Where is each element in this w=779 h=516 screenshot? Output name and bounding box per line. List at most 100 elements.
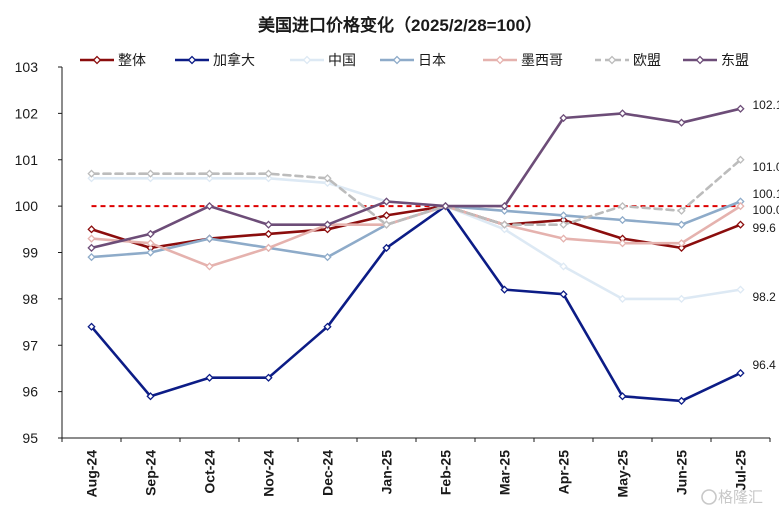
end-label-2: 98.2 bbox=[753, 290, 777, 304]
data-point-marker bbox=[264, 174, 273, 183]
data-point-marker bbox=[87, 169, 96, 178]
data-point-marker bbox=[559, 234, 568, 243]
data-point-marker bbox=[264, 243, 273, 252]
data-point-marker bbox=[323, 322, 332, 331]
legend-swatch-marker bbox=[187, 55, 197, 65]
data-point-marker bbox=[559, 262, 568, 271]
data-point-marker bbox=[677, 294, 686, 303]
data-point-marker bbox=[677, 239, 686, 248]
data-point-marker bbox=[618, 215, 627, 225]
watermark-logo-icon bbox=[701, 489, 717, 505]
data-point-marker bbox=[382, 243, 391, 252]
x-tick-label: Apr-25 bbox=[556, 450, 572, 495]
data-point-marker bbox=[323, 225, 332, 234]
watermark-text: 格隆汇 bbox=[718, 489, 763, 506]
data-point-marker bbox=[677, 118, 686, 127]
data-point-marker bbox=[382, 197, 391, 206]
end-label-6: 102.1 bbox=[753, 98, 779, 112]
data-point-marker bbox=[677, 243, 686, 252]
legend-item-4: 墨西哥 bbox=[483, 52, 563, 68]
end-label-0: 99.6 bbox=[753, 221, 777, 235]
legend-item-2: 中国 bbox=[290, 52, 356, 68]
data-point-marker bbox=[205, 169, 214, 178]
data-point-marker bbox=[205, 234, 214, 243]
y-tick-label: 100 bbox=[15, 198, 39, 214]
y-tick-label: 103 bbox=[15, 59, 39, 75]
x-tick-label: Dec-24 bbox=[320, 450, 336, 496]
data-point-marker bbox=[146, 229, 155, 239]
data-point-marker bbox=[500, 220, 509, 229]
legend-item-0: 整体 bbox=[80, 52, 146, 68]
legend-label: 东盟 bbox=[721, 52, 749, 68]
legend-item-5: 欧盟 bbox=[595, 52, 661, 68]
data-point-marker bbox=[264, 229, 273, 239]
data-point-marker bbox=[736, 104, 745, 113]
data-point-marker bbox=[677, 396, 686, 406]
data-point-marker bbox=[323, 253, 332, 262]
legend-item-6: 东盟 bbox=[683, 52, 749, 68]
data-point-marker bbox=[736, 368, 745, 378]
x-tick-label: Oct-24 bbox=[202, 450, 218, 494]
data-point-marker bbox=[87, 253, 96, 262]
x-tick-label: Jun-25 bbox=[674, 450, 690, 495]
data-point-marker bbox=[441, 202, 450, 211]
data-point-marker bbox=[559, 290, 568, 299]
data-point-marker bbox=[264, 220, 273, 229]
data-point-marker bbox=[264, 373, 273, 382]
data-point-marker bbox=[559, 113, 568, 123]
data-point-marker bbox=[323, 174, 332, 183]
y-tick-label: 102 bbox=[15, 105, 39, 121]
y-tick-label: 97 bbox=[22, 337, 38, 353]
data-point-marker bbox=[500, 225, 509, 234]
series-line bbox=[90, 177, 742, 301]
chart-title: 美国进口价格变化（2025/2/28=100） bbox=[258, 15, 542, 35]
legend-swatch-marker bbox=[695, 55, 705, 65]
data-point-marker bbox=[618, 294, 627, 303]
data-point-marker bbox=[559, 211, 568, 220]
legend-swatch-marker bbox=[92, 55, 102, 65]
series-lines bbox=[87, 104, 745, 406]
y-tick-label: 99 bbox=[22, 245, 38, 261]
watermark: 格隆汇 bbox=[701, 489, 763, 506]
data-point-marker bbox=[559, 220, 568, 229]
legend-label: 中国 bbox=[328, 52, 356, 68]
x-tick-label: Jan-25 bbox=[379, 450, 395, 495]
series-6 bbox=[87, 104, 745, 252]
series-line bbox=[90, 158, 742, 226]
data-point-marker bbox=[87, 243, 96, 252]
y-tick-label: 98 bbox=[22, 291, 38, 307]
x-tick-label: Nov-24 bbox=[261, 450, 277, 497]
data-point-marker bbox=[618, 392, 627, 401]
series-line bbox=[90, 107, 742, 250]
data-point-marker bbox=[146, 248, 155, 257]
data-point-marker bbox=[618, 239, 627, 248]
data-point-marker bbox=[677, 206, 686, 215]
legend-item-3: 日本 bbox=[380, 52, 446, 68]
axes: 95 96 97 98 99 100 101 102 103 Aug-24 Sep-24 Oct-24… bbox=[15, 59, 771, 497]
end-label-4: 100.0 bbox=[753, 203, 779, 217]
legend-label: 日本 bbox=[418, 52, 446, 68]
x-tick-label: Sep-24 bbox=[143, 450, 159, 496]
legend-item-1: 加拿大 bbox=[175, 52, 255, 68]
data-point-marker bbox=[736, 220, 745, 229]
data-point-marker bbox=[146, 174, 155, 183]
series-2 bbox=[87, 174, 745, 303]
data-point-marker bbox=[500, 285, 509, 294]
data-point-marker bbox=[323, 220, 332, 229]
data-point-marker bbox=[500, 202, 509, 211]
data-point-marker bbox=[382, 220, 391, 229]
legend-swatch-marker bbox=[495, 55, 505, 65]
data-point-marker bbox=[736, 202, 745, 211]
legend-label: 整体 bbox=[118, 52, 146, 68]
end-labels: 99.6 96.4 98.2 100.1 100.0 101.0 102.1 bbox=[753, 98, 779, 372]
legend-label: 加拿大 bbox=[213, 52, 255, 68]
data-point-marker bbox=[205, 202, 214, 211]
x-tick-label: Feb-25 bbox=[438, 450, 454, 495]
data-point-marker bbox=[87, 322, 96, 331]
data-point-marker bbox=[677, 220, 686, 229]
x-tick-label: Mar-25 bbox=[497, 450, 513, 495]
data-point-marker bbox=[382, 211, 391, 220]
y-tick-label: 101 bbox=[15, 152, 39, 168]
legend-label: 墨西哥 bbox=[521, 52, 563, 68]
